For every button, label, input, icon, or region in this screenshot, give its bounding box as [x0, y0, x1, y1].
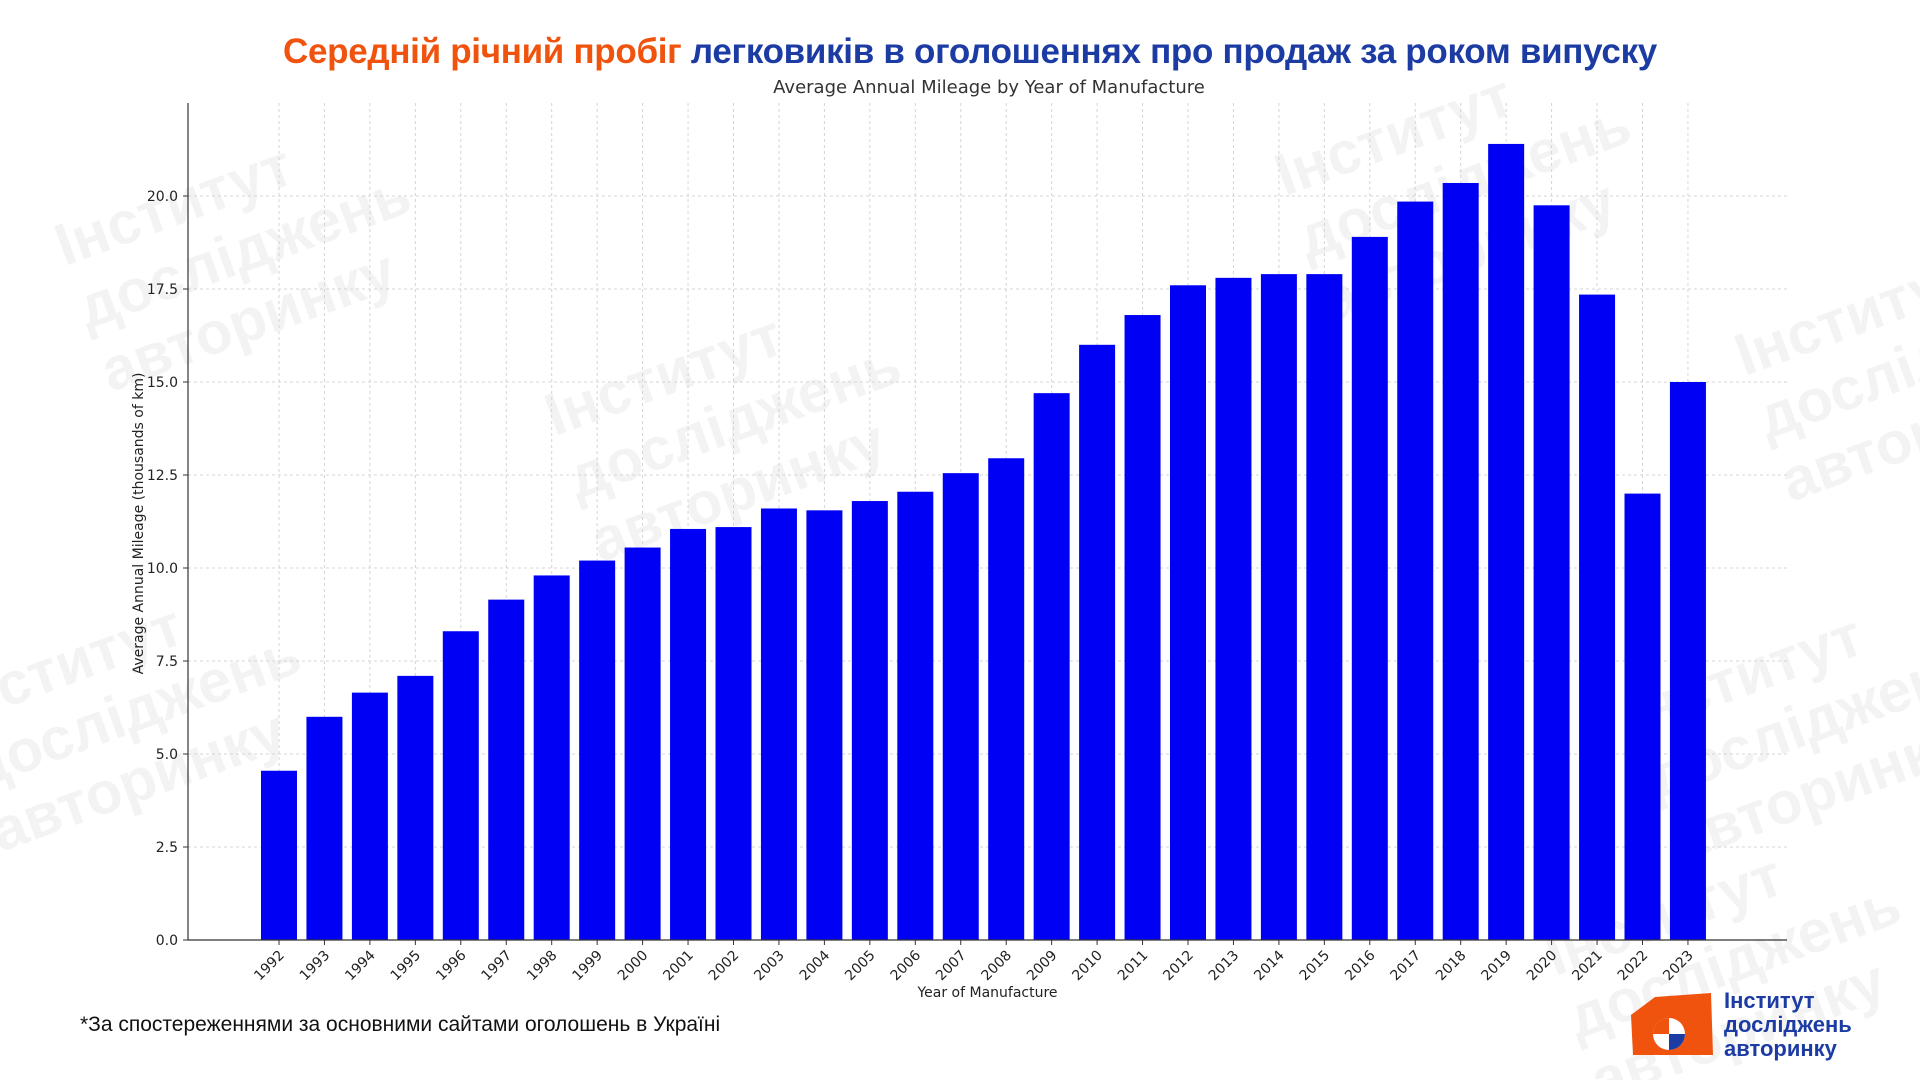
bar-2001 — [670, 528, 707, 940]
x-tick-label: 2011 — [1115, 948, 1152, 985]
bar-2007 — [942, 473, 979, 940]
bar-1997 — [488, 599, 525, 940]
bar-2002 — [715, 527, 752, 940]
bar-2003 — [760, 508, 797, 940]
bar-1998 — [533, 575, 570, 940]
x-tick-label: 2009 — [1024, 948, 1061, 985]
x-tick-label: 2004 — [797, 947, 834, 984]
x-tick-label: 2003 — [751, 948, 788, 985]
x-axis-label: Year of Manufacture — [916, 985, 1057, 1001]
x-tick-label: 2023 — [1660, 948, 1697, 985]
x-tick-label: 1999 — [569, 948, 606, 985]
x-tick-label: 2006 — [888, 947, 925, 984]
x-tick-label: 2007 — [933, 948, 970, 985]
bar-2022 — [1624, 493, 1661, 940]
x-tick-label: 2021 — [1569, 948, 1606, 985]
headline-highlight: Середній річний пробіг — [283, 32, 682, 71]
bar-2004 — [806, 510, 843, 940]
bar-1993 — [306, 716, 343, 940]
y-tick-label: 7.5 — [156, 654, 178, 670]
x-tick-label: 2019 — [1478, 948, 1515, 985]
chart-headline: Середній річний пробіг легковиків в огол… — [0, 32, 1920, 72]
y-tick-label: 17.5 — [147, 282, 178, 298]
bar-2014 — [1260, 274, 1297, 940]
chart-title: Average Annual Mileage by Year of Manufa… — [773, 77, 1205, 98]
bar-2015 — [1306, 274, 1343, 940]
bar-2020 — [1533, 205, 1570, 941]
y-tick-label: 20.0 — [147, 189, 178, 205]
bar-2011 — [1124, 315, 1161, 940]
y-tick-label: 10.0 — [147, 561, 178, 577]
bar-2016 — [1351, 236, 1388, 941]
bar-2008 — [988, 458, 1025, 940]
x-tick-label: 2001 — [660, 948, 697, 985]
bar-1992 — [261, 770, 297, 940]
bar-2012 — [1170, 285, 1206, 940]
x-tick-label: 2014 — [1251, 947, 1288, 984]
x-tick-label: 1995 — [388, 948, 425, 985]
x-tick-label: 2013 — [1206, 948, 1243, 985]
y-tick-label: 0.0 — [156, 933, 178, 949]
x-tick-label: 1998 — [524, 948, 561, 985]
bar-2013 — [1215, 277, 1252, 941]
logo-mark-icon — [1631, 993, 1713, 1055]
y-tick-label: 12.5 — [147, 468, 178, 484]
x-tick-label: 1997 — [479, 948, 516, 985]
x-tick-label: 2010 — [1069, 948, 1106, 985]
bar-2018 — [1442, 182, 1479, 941]
bar-2021 — [1579, 294, 1616, 941]
x-tick-label: 2018 — [1433, 948, 1470, 985]
bar-2005 — [851, 501, 888, 940]
x-tick-label: 2012 — [1160, 948, 1197, 985]
bar-1995 — [397, 675, 434, 940]
headline-rest: легковиків в оголошеннях про продаж за р… — [690, 32, 1657, 71]
bar-2023 — [1669, 382, 1706, 940]
y-tick-label: 5.0 — [156, 747, 178, 763]
bar-1996 — [442, 631, 479, 940]
bar-2006 — [897, 491, 934, 940]
x-tick-label: 1994 — [342, 947, 379, 984]
y-tick-label: 15.0 — [147, 375, 178, 391]
x-tick-label: 2022 — [1615, 948, 1652, 985]
x-tick-label: 2005 — [842, 948, 879, 985]
bar-2000 — [624, 547, 661, 940]
x-tick-label: 2016 — [1342, 947, 1379, 984]
x-tick-label: 2002 — [706, 948, 743, 985]
bar-1999 — [579, 560, 616, 940]
y-axis-label: Average Annual Mileage (thousands of km) — [131, 373, 147, 675]
x-tick-label: 1992 — [251, 948, 288, 985]
bar-1994 — [351, 692, 388, 940]
bar-2019 — [1488, 143, 1525, 941]
logo-text: Інститут досліджень авторинку — [1724, 988, 1852, 1061]
x-tick-label: 1993 — [297, 948, 334, 985]
x-tick-label: 2008 — [979, 948, 1016, 985]
x-tick-label: 2015 — [1297, 948, 1334, 985]
institute-logo: Інститут досліджень авторинку — [1627, 985, 1907, 1065]
bar-2010 — [1079, 344, 1116, 940]
bar-2017 — [1397, 201, 1434, 940]
bar-2009 — [1033, 393, 1070, 940]
x-tick-label: 2000 — [615, 948, 652, 985]
y-tick-label: 2.5 — [156, 840, 178, 856]
x-tick-label: 2020 — [1524, 948, 1561, 985]
x-tick-label: 1996 — [433, 947, 470, 984]
footnote: *За спостереженнями за основними сайтами… — [80, 1013, 721, 1036]
x-tick-label: 2017 — [1388, 948, 1425, 985]
